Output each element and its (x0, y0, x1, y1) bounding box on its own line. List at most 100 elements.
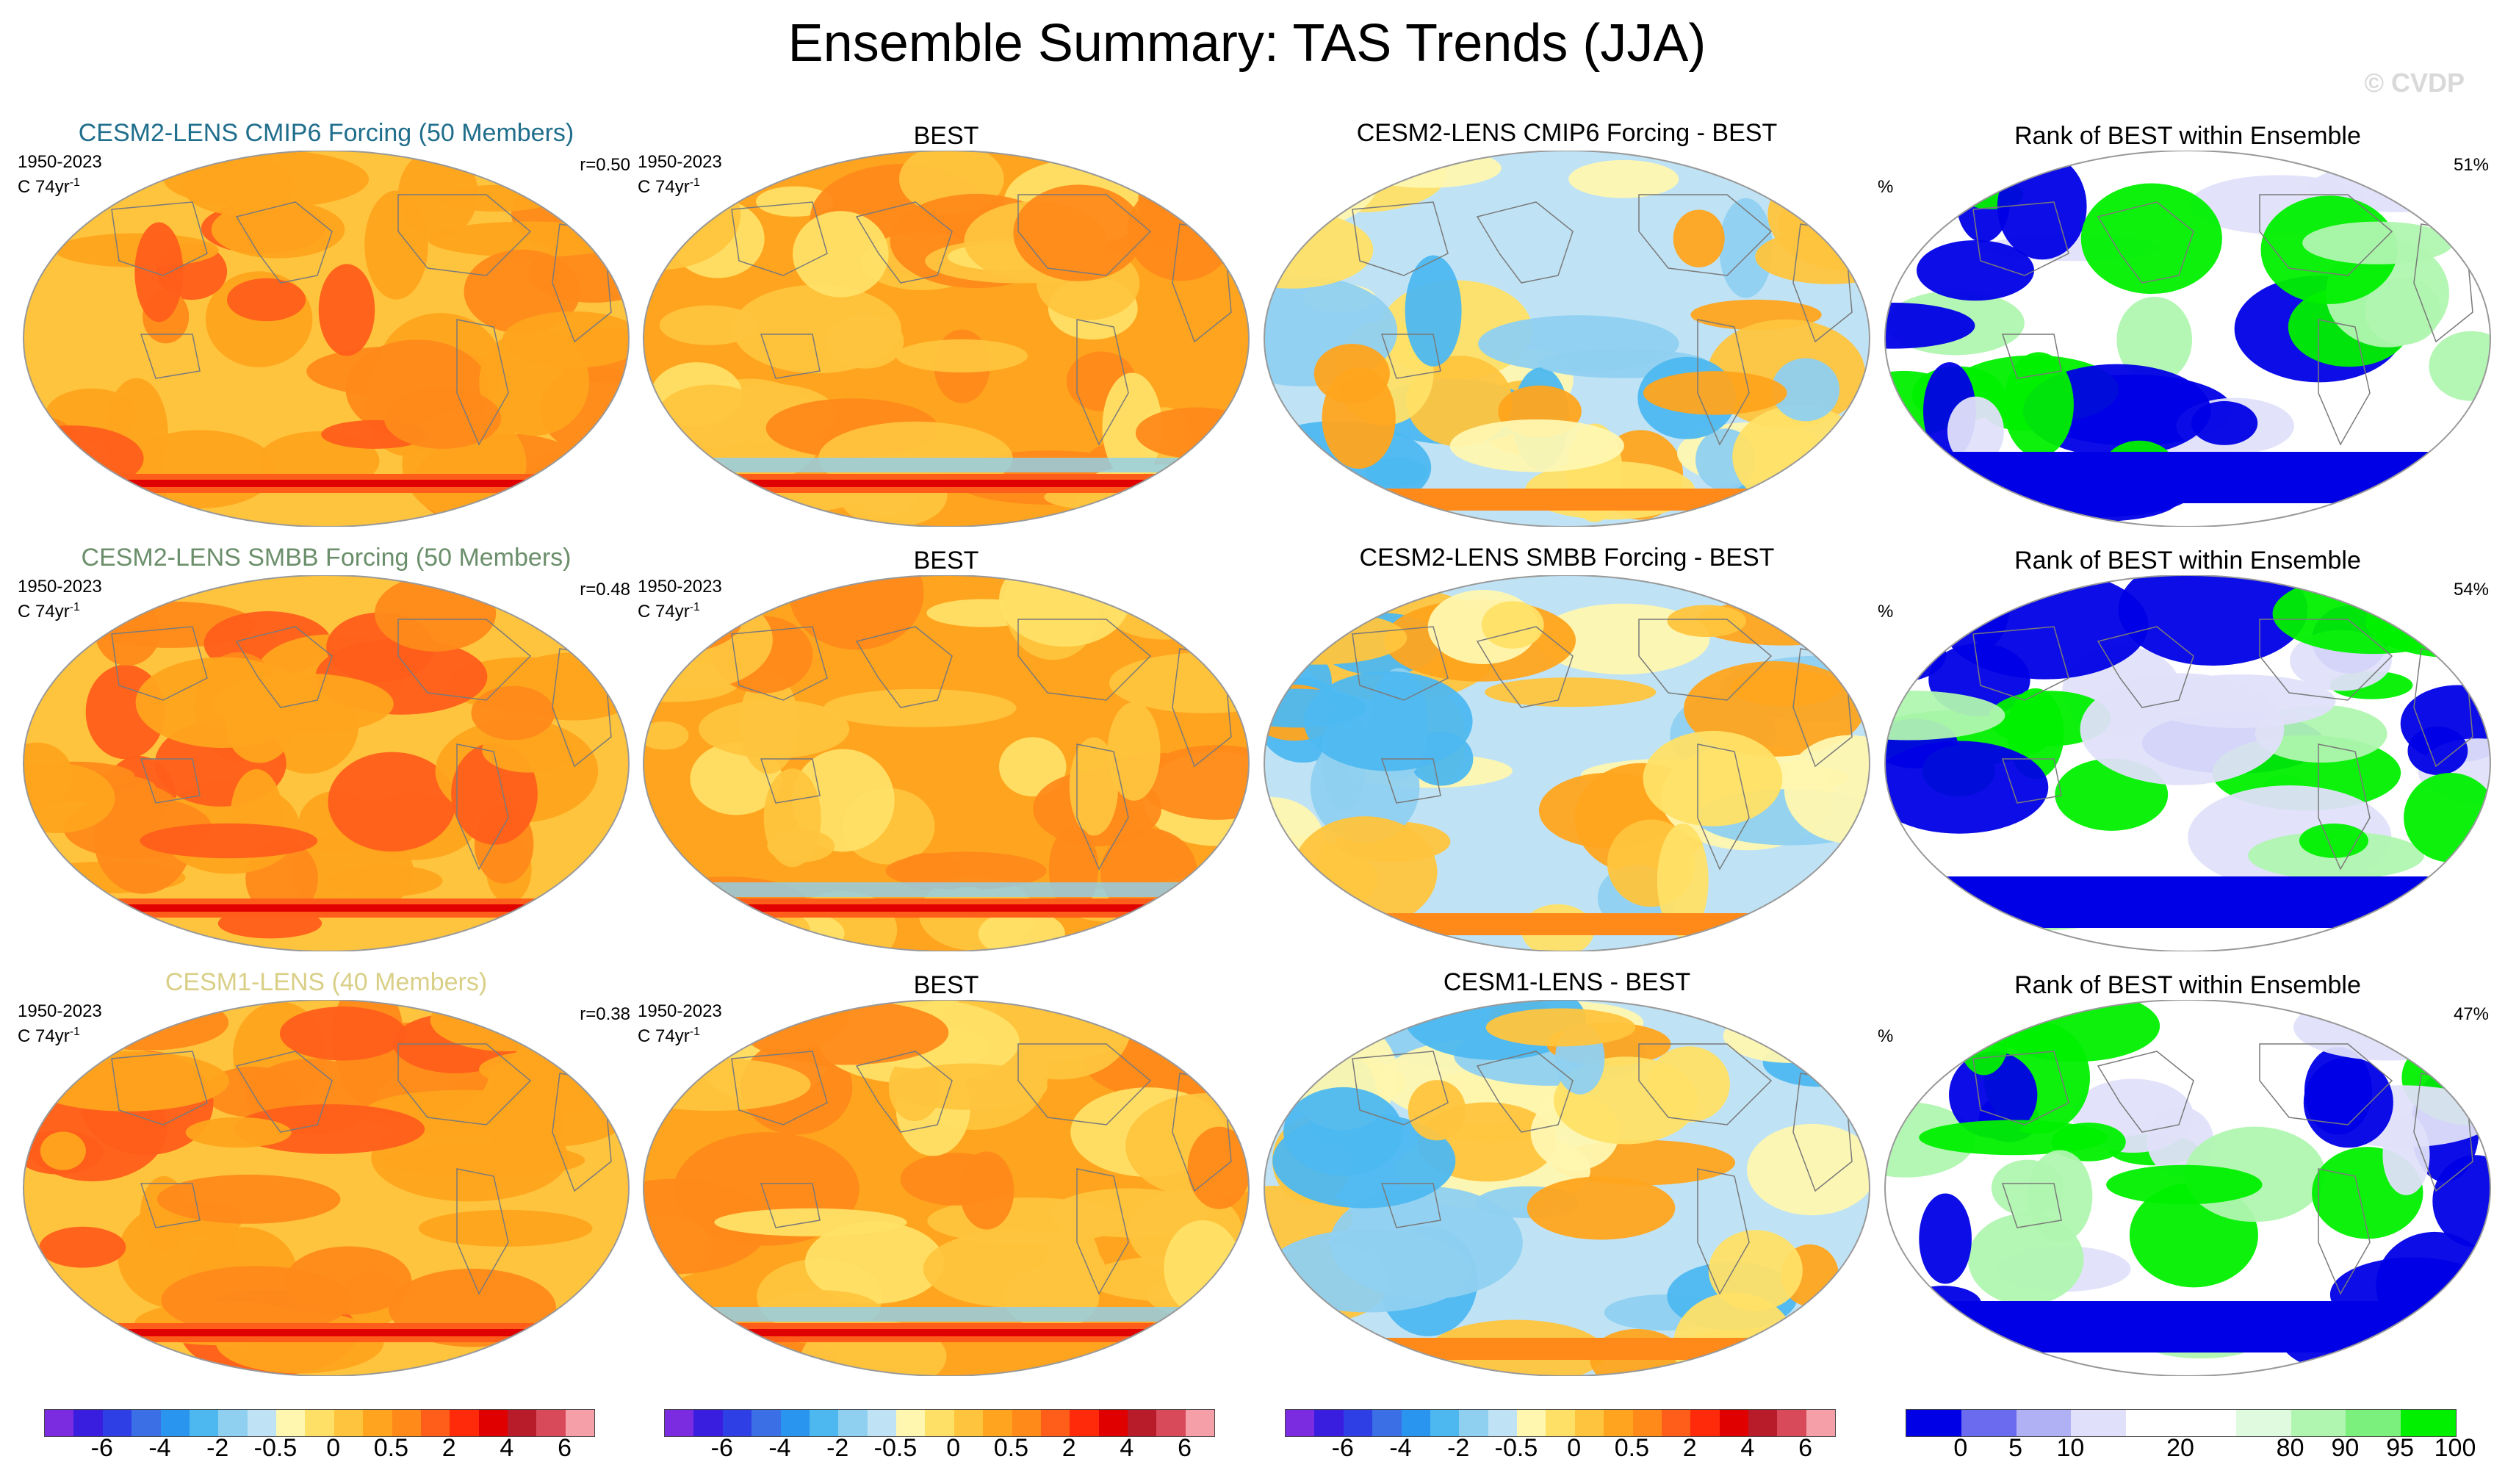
map-container (1257, 1000, 1877, 1376)
rank-map-title: Rank of BEST within Ensemble (2014, 122, 2361, 150)
colorbar-tick-label: 0 (946, 1434, 961, 1462)
colorbar-swatch (160, 1410, 190, 1436)
colorbar-tick-label: 100 (2434, 1434, 2476, 1462)
colorbar-tick-label: 2 (1682, 1434, 1697, 1462)
colorbar-swatch (1430, 1410, 1460, 1436)
colorbar-tick-label: 4 (1740, 1434, 1755, 1462)
panel-row3-difference-map: CESM1-LENS - BEST (1257, 849, 1877, 1393)
colorbar-swatch (1314, 1410, 1344, 1436)
colorbar-swatch (780, 1410, 810, 1436)
colorbar-swatch (2291, 1410, 2346, 1436)
colorbar-swatch (1690, 1410, 1720, 1436)
colorbar-swatch (536, 1410, 566, 1436)
colorbar-swatch (1012, 1410, 1041, 1436)
trend-colorbar (44, 1409, 595, 1437)
difference-map-title: CESM1-LENS - BEST (1443, 968, 1691, 996)
colorbar-swatch (1156, 1410, 1186, 1436)
colorbar-tick-label: 95 (2386, 1434, 2415, 1462)
year-range-label: 1950-2023 (18, 1001, 102, 1021)
panel-row2-rank-map: Rank of BEST within Ensemble% 54% (1878, 425, 2494, 968)
colorbar-tick-label: -4 (1389, 1434, 1412, 1462)
colorbar-labels: 0 5 10 20 80 90 95 100 (1906, 1434, 2476, 1466)
cvdp-watermark: © CVDP (2364, 68, 2465, 98)
year-range-label: 1950-2023 (638, 152, 722, 172)
difference-map-title: CESM2-LENS CMIP6 Forcing - BEST (1356, 119, 1778, 147)
colorbar-swatch (363, 1410, 392, 1436)
colorbar-swatch (218, 1410, 248, 1436)
colorbar-tick-label: 0 (1567, 1434, 1582, 1462)
colorbar-tick-label: 0.5 (1614, 1434, 1650, 1462)
colorbar-swatch (1777, 1410, 1806, 1436)
colorbar-swatch (1517, 1410, 1546, 1436)
map-container (16, 151, 636, 527)
colorbar-swatch (1906, 1410, 1961, 1436)
colorbar-swatch (752, 1410, 781, 1436)
colorbar-tick-label: 6 (1798, 1434, 1813, 1462)
colorbar-swatch (478, 1410, 508, 1436)
colorbar-swatch (1574, 1410, 1604, 1436)
colorbar-swatch (925, 1410, 954, 1436)
colorbar-tick-label: 80 (2276, 1434, 2304, 1462)
colorbar-swatch (392, 1410, 421, 1436)
colorbar-swatch (131, 1410, 161, 1436)
rank-units-label: % (1878, 602, 1894, 622)
rank-map-graphic (1884, 151, 2491, 527)
map-container (1878, 575, 2494, 951)
observed-best-map-graphic (643, 1000, 1250, 1376)
colorbar-tick-label: 4 (1120, 1434, 1134, 1462)
colorbar-swatch (2126, 1410, 2181, 1436)
panel-row3-observed-best-map: BEST 1950-2023 C 74yr-1 (636, 849, 1256, 1393)
colorbar-swatch (1488, 1410, 1517, 1436)
colorbar-swatch (838, 1410, 868, 1436)
colorbar-swatch (1401, 1410, 1430, 1436)
ensemble-mean-map-title: CESM1-LENS (40 Members) (165, 968, 488, 996)
colorbar-swatch (1748, 1410, 1778, 1436)
ensemble-mean-map-title: CESM2-LENS SMBB Forcing (50 Members) (81, 544, 572, 572)
panel-row2-observed-best-map: BEST 1950-2023 C 74yr-1 (636, 425, 1256, 968)
rank-colorbar (1906, 1409, 2457, 1437)
colorbar-swatch (983, 1410, 1012, 1436)
colorbar-swatch (665, 1410, 694, 1436)
colorbar-tick-label: 10 (2056, 1434, 2085, 1462)
units-label: C 74yr-1 (638, 1026, 700, 1046)
colorbar-swatch (73, 1410, 103, 1436)
rank-map-graphic (1884, 1000, 2491, 1376)
colorbar-labels: -6 -4 -2 -0.5 0 0.5 2 4 6 (1285, 1434, 1834, 1466)
colorbar-swatch (2180, 1410, 2236, 1436)
map-container (636, 1000, 1256, 1376)
panel-row3-rank-map: Rank of BEST within Ensemble% 47% (1878, 849, 2494, 1393)
colorbar-tick-label: -4 (148, 1434, 171, 1462)
colorbar-swatch (305, 1410, 334, 1436)
colorbar-tick-label: 0 (1953, 1434, 1968, 1462)
units-label: C 74yr-1 (18, 601, 80, 622)
year-range-label: 1950-2023 (18, 152, 102, 172)
page-title: Ensemble Summary: TAS Trends (JJA) (788, 14, 1706, 73)
colorbar-swatch (809, 1410, 839, 1436)
colorbar-tick-label: -4 (768, 1434, 791, 1462)
trend-colorbar (1285, 1409, 1836, 1437)
colorbar-swatch (2346, 1410, 2401, 1436)
colorbar-swatch (1128, 1410, 1157, 1436)
observed-best-map-graphic (643, 151, 1250, 527)
colorbar-swatch (1546, 1410, 1575, 1436)
rank-units-label: % (1878, 1026, 1894, 1046)
colorbar-swatch (508, 1410, 537, 1436)
colorbar-tick-label: 20 (2166, 1434, 2194, 1462)
ensemble-mean-map-graphic (23, 1000, 630, 1376)
colorbar-swatch (1070, 1410, 1099, 1436)
rank-map-graphic (1884, 575, 2491, 951)
colorbar-swatch (1459, 1410, 1488, 1436)
pattern-correlation: r=0.50 (580, 155, 630, 175)
difference-map-graphic (1264, 1000, 1870, 1376)
colorbar-swatch (102, 1410, 132, 1436)
colorbar-swatch (565, 1410, 595, 1436)
colorbar-tick-label: -2 (826, 1434, 849, 1462)
panel-row1-difference-map: CESM2-LENS CMIP6 Forcing - BEST (1257, 0, 1877, 544)
colorbar-tick-label: -6 (1331, 1434, 1354, 1462)
colorbar-tick-label: -0.5 (253, 1434, 298, 1462)
colorbar-swatch (334, 1410, 364, 1436)
observed-best-map-title: BEST (913, 547, 979, 574)
map-container (636, 151, 1256, 527)
colorbar-tick-label: 2 (442, 1434, 456, 1462)
colorbar-swatch (867, 1410, 896, 1436)
